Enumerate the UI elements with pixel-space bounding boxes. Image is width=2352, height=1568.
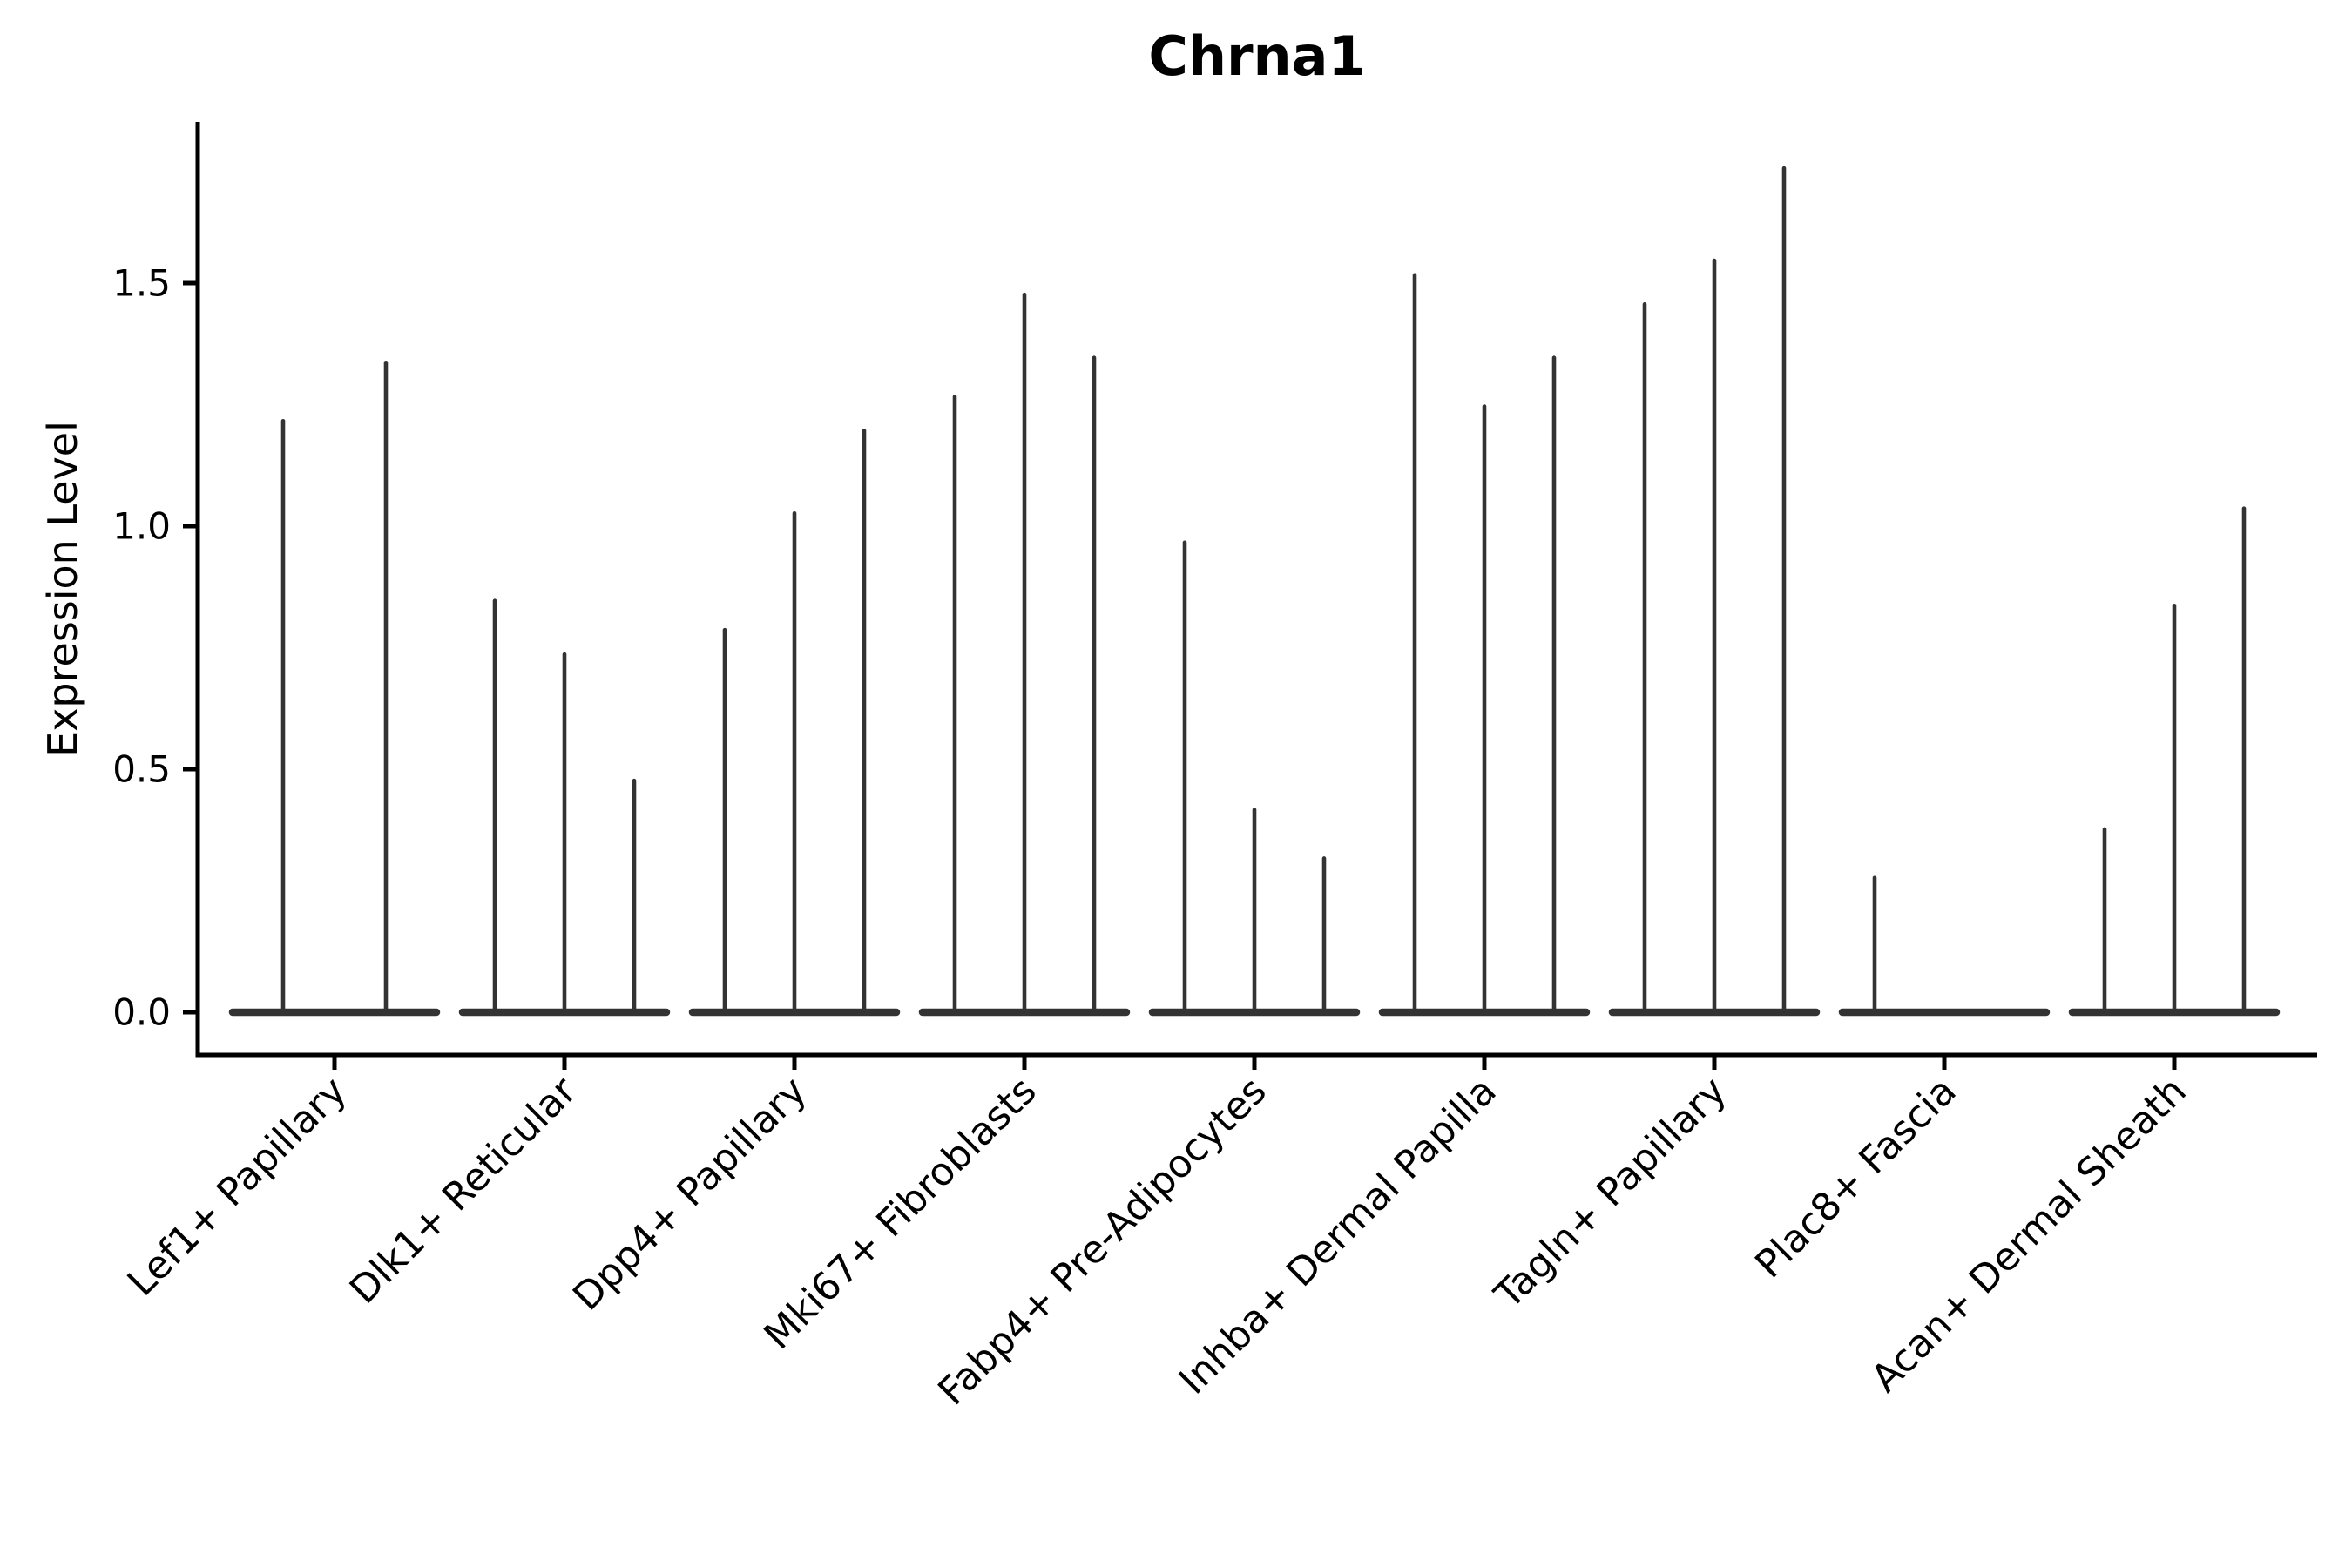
y-tick-label: 1.0	[112, 505, 171, 548]
x-category-label: Dpp4+ Papillary	[564, 1069, 815, 1320]
x-category-label: Tagln+ Papillary	[1486, 1069, 1735, 1318]
x-category-label: Plac8+ Fascia	[1747, 1069, 1965, 1288]
y-axis-label: Expression Level	[39, 421, 86, 757]
y-tick-label: 1.5	[112, 262, 171, 305]
x-category-label: Lef1+ Papillary	[119, 1069, 355, 1305]
y-tick-label: 0.0	[112, 991, 171, 1034]
y-tick-label: 0.5	[112, 748, 171, 791]
plot-title: Chrna1	[1148, 24, 1366, 88]
x-category-label: Dlk1+ Reticular	[341, 1068, 586, 1313]
